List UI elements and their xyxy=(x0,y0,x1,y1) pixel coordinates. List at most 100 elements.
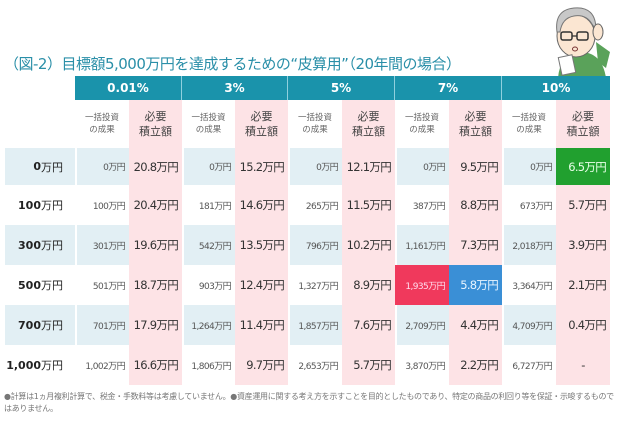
subheader-lump-sum: 一括投資 の成果 xyxy=(502,100,556,148)
required-savings-cell: 6.5万円 xyxy=(556,148,610,185)
subheader-required-text: 必要 積立額 xyxy=(459,110,492,138)
subheader-lump-sum-text: 一括投資 の成果 xyxy=(404,113,439,135)
subheader-required: 必要 積立額 xyxy=(449,100,502,148)
row-label: 700 万円 xyxy=(5,305,75,345)
lump-sum-result-cell: 1,002万円 xyxy=(85,361,125,372)
lump-sum-result-cell: 0万円 xyxy=(395,148,449,185)
subheader-lump-sum: 一括投資 の成果 xyxy=(75,100,129,148)
rate-header-row: 0.01% 3% 5% 7% 10% xyxy=(75,76,610,100)
column-subheader-row: 一括投資 の成果 必要 積立額 一括投資 の成果 必要 積立額 一括投資 の成果 必要 積立額 一括投資… xyxy=(75,100,610,148)
required-savings-cell: 11.5万円 xyxy=(342,185,395,225)
required-savings-cell: 9.5万円 xyxy=(449,148,502,185)
table-body: 0 万円 0万円 20.8万円 0万円 15.2万円 0万円 12.1万円 0万円 9.5万円 0万… xyxy=(5,148,610,385)
required-savings-cell: 5.7万円 xyxy=(342,345,395,385)
rate-header-7: 7% xyxy=(395,76,502,100)
lump-sum-result-cell: 1,857万円 xyxy=(288,305,342,345)
subheader-lump-sum-text: 一括投資 の成果 xyxy=(191,113,226,135)
subheader-lump-sum: 一括投資 の成果 xyxy=(395,100,449,148)
required-savings-cell: 17.9万円 xyxy=(129,305,182,345)
lump-sum-result-cell: 0万円 xyxy=(502,148,556,185)
lump-sum-result-cell: 265万円 xyxy=(305,201,339,212)
lump-sum-result-cell: 0万円 xyxy=(288,148,342,185)
lump-sum-result-cell: 903万円 xyxy=(198,281,232,292)
lump-sum-result-cell: 796万円 xyxy=(288,225,342,265)
required-savings-cell: 8.9万円 xyxy=(342,265,395,305)
subheader-lump-sum-text: 一括投資 の成果 xyxy=(511,113,546,135)
row-label: 1,000 万円 xyxy=(6,358,63,373)
required-savings-cell: 8.8万円 xyxy=(449,185,502,225)
table-row: 100 万円 100万円 20.4万円 181万円 14.6万円 265万円 11.5万円 38… xyxy=(5,185,610,225)
required-savings-cell: - xyxy=(556,345,610,385)
lump-sum-result-cell: 0万円 xyxy=(75,148,129,185)
lump-sum-result-cell: 1,327万円 xyxy=(298,281,338,292)
rate-header-3: 3% xyxy=(182,76,288,100)
required-savings-cell: 0.4万円 xyxy=(556,305,610,345)
subheader-lump-sum: 一括投資 の成果 xyxy=(182,100,235,148)
table-row: 500 万円 501万円 18.7万円 903万円 12.4万円 1,327万円 8.9万円 1… xyxy=(5,265,610,305)
row-label: 300 万円 xyxy=(5,225,75,265)
lump-sum-result-cell: 181万円 xyxy=(198,201,232,212)
lump-sum-result-cell: 673万円 xyxy=(519,201,553,212)
row-label: 100 万円 xyxy=(18,198,63,213)
required-savings-cell: 9.7万円 xyxy=(235,345,288,385)
subheader-required-text: 必要 積立額 xyxy=(139,110,172,138)
rate-header-0.01: 0.01% xyxy=(75,76,182,100)
required-savings-cell: 20.8万円 xyxy=(129,148,182,185)
required-savings-cell: 15.2万円 xyxy=(235,148,288,185)
lump-sum-result-cell: 3,364万円 xyxy=(512,281,552,292)
lump-sum-result-cell: 1,935万円 xyxy=(395,265,449,305)
required-savings-cell: 12.4万円 xyxy=(235,265,288,305)
subheader-lump-sum: 一括投資 の成果 xyxy=(288,100,342,148)
lump-sum-result-cell: 701万円 xyxy=(75,305,129,345)
lump-sum-result-cell: 1,264万円 xyxy=(182,305,235,345)
lump-sum-result-cell: 301万円 xyxy=(75,225,129,265)
required-savings-cell: 3.9万円 xyxy=(556,225,610,265)
subheader-lump-sum-text: 一括投資 の成果 xyxy=(84,113,119,135)
table-row: 1,000 万円 1,002万円 16.6万円 1,806万円 9.7万円 2,653万円 5… xyxy=(5,345,610,385)
required-savings-cell: 16.6万円 xyxy=(129,345,182,385)
required-savings-cell: 7.6万円 xyxy=(342,305,395,345)
required-savings-cell: 2.2万円 xyxy=(449,345,502,385)
required-savings-cell: 4.4万円 xyxy=(449,305,502,345)
subheader-required-text: 必要 積立額 xyxy=(245,110,278,138)
subheader-required: 必要 積立額 xyxy=(129,100,182,148)
lump-sum-result-cell: 0万円 xyxy=(182,148,235,185)
required-savings-cell: 10.2万円 xyxy=(342,225,395,265)
subheader-required-text: 必要 積立額 xyxy=(352,110,385,138)
elderly-man-illustration-icon xyxy=(556,7,610,78)
table-row: 700 万円 701万円 17.9万円 1,264万円 11.4万円 1,857万円 7.6万… xyxy=(5,305,610,345)
lump-sum-result-cell: 6,727万円 xyxy=(512,361,552,372)
required-savings-cell: 5.8万円 xyxy=(449,265,502,305)
required-savings-cell: 2.1万円 xyxy=(556,265,610,305)
required-savings-cell: 14.6万円 xyxy=(235,185,288,225)
rate-header-5: 5% xyxy=(288,76,395,100)
rate-header-10: 10% xyxy=(502,76,610,100)
required-savings-cell: 18.7万円 xyxy=(129,265,182,305)
page-title: （図-2）目標額5,000万円を達成するための“皮算用”（20年間の場合） xyxy=(4,55,461,73)
required-savings-cell: 7.3万円 xyxy=(449,225,502,265)
required-savings-cell: 5.7万円 xyxy=(556,185,610,225)
lump-sum-result-cell: 2,709万円 xyxy=(395,305,449,345)
subheader-required: 必要 積立額 xyxy=(556,100,610,148)
required-savings-cell: 20.4万円 xyxy=(129,185,182,225)
lump-sum-result-cell: 100万円 xyxy=(92,201,126,212)
lump-sum-result-cell: 2,018万円 xyxy=(502,225,556,265)
lump-sum-result-cell: 387万円 xyxy=(412,201,446,212)
lump-sum-result-cell: 4,709万円 xyxy=(502,305,556,345)
lump-sum-result-cell: 1,806万円 xyxy=(191,361,231,372)
footnote: ●計算は1ヵ月複利計算で、税金・手数料等は考慮していません。●資産運用に関する考… xyxy=(4,392,614,413)
subheader-required-text: 必要 積立額 xyxy=(566,110,600,138)
row-label: 0 万円 xyxy=(5,148,75,185)
required-savings-cell: 13.5万円 xyxy=(235,225,288,265)
lump-sum-result-cell: 2,653万円 xyxy=(298,361,338,372)
lump-sum-result-cell: 501万円 xyxy=(92,281,126,292)
subheader-lump-sum-text: 一括投資 の成果 xyxy=(297,113,332,135)
subheader-required: 必要 積立額 xyxy=(235,100,288,148)
lump-sum-result-cell: 1,161万円 xyxy=(395,225,449,265)
required-savings-cell: 11.4万円 xyxy=(235,305,288,345)
lump-sum-result-cell: 3,870万円 xyxy=(405,361,445,372)
subheader-required: 必要 積立額 xyxy=(342,100,395,148)
required-savings-cell: 19.6万円 xyxy=(129,225,182,265)
lump-sum-result-cell: 542万円 xyxy=(182,225,235,265)
row-label: 500 万円 xyxy=(18,278,63,293)
